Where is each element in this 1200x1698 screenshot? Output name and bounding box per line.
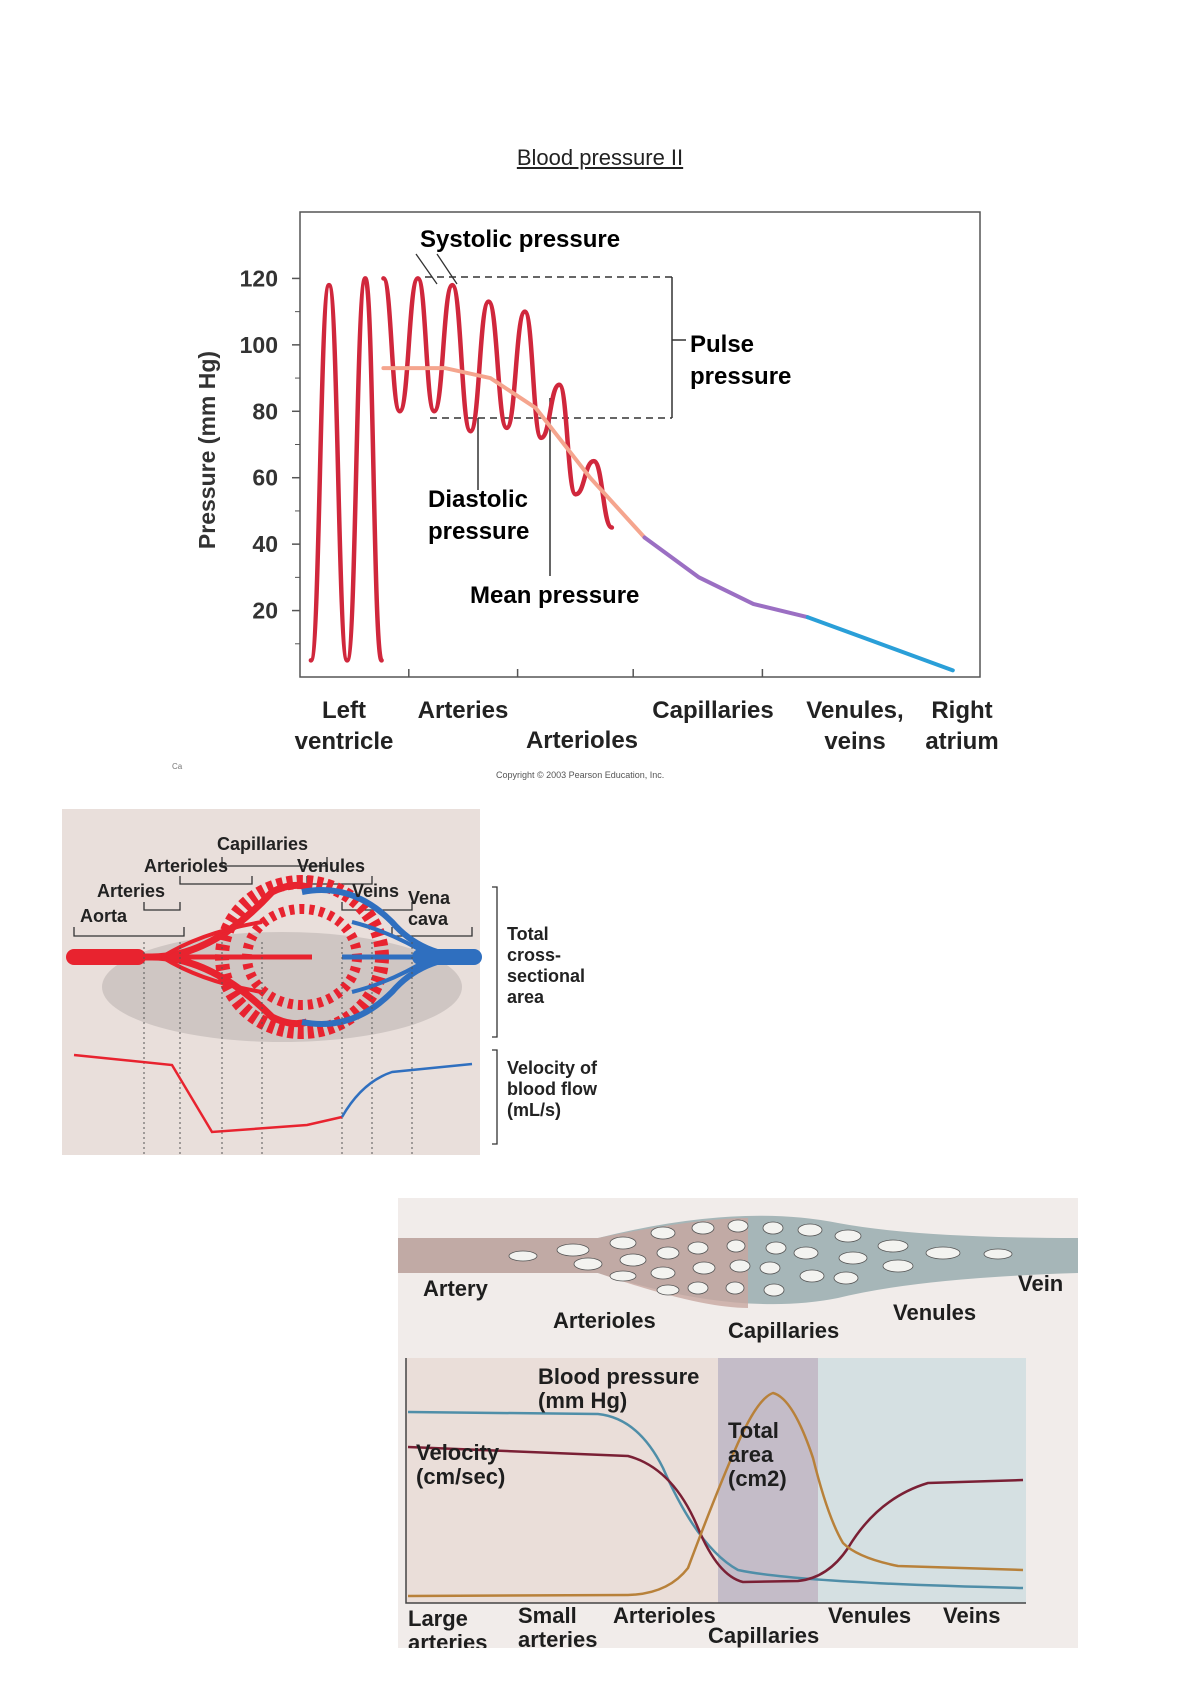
x-category-label: Arteries <box>418 697 509 724</box>
label-venules-top: Venules <box>893 1300 976 1325</box>
label-arterioles: Arterioles <box>144 856 228 876</box>
flow-comparison-chart: Artery Arterioles Capillaries Venules Ve… <box>398 1198 1078 1648</box>
label-total-area: Total cross- sectional area <box>507 924 590 1007</box>
copyright-note: Copyright © 2003 Pearson Education, Inc. <box>496 770 665 780</box>
label-artery: Artery <box>423 1276 489 1301</box>
series-velocity: Velocity (cm/sec) <box>416 1440 505 1489</box>
plot-frame <box>299 211 981 678</box>
velocity-curve <box>407 1445 1024 1584</box>
systolic-label: Systolic pressure <box>420 226 620 253</box>
mean-pressure-line <box>381 366 647 540</box>
x-category-label: Arterioles <box>526 727 638 754</box>
segment-brackets <box>73 857 498 1145</box>
fig3-category-label: Capillaries <box>708 1623 819 1648</box>
y-tick-label: 20 <box>252 598 278 624</box>
label-arterioles-top: Arterioles <box>553 1308 656 1333</box>
capillary-holes <box>508 1219 1013 1297</box>
y-axis-label: Pressure (mm Hg) <box>194 351 220 549</box>
label-venules: Venules <box>297 856 365 876</box>
series-blood-pressure: Blood pressure (mm Hg) <box>538 1364 706 1413</box>
fig3-category-label: Small arteries <box>518 1603 598 1648</box>
arterial-pressure-line <box>381 276 615 530</box>
figure-stub-text: Ca <box>172 762 183 771</box>
fig3-category-label: Veins <box>943 1603 1000 1628</box>
label-vena-cava: Vena cava <box>408 888 455 929</box>
capillary-zone <box>718 1358 818 1603</box>
fig3-category-label: Venules <box>828 1603 911 1628</box>
x-category-label: Right atrium <box>925 697 998 755</box>
y-tick-label: 60 <box>252 465 278 491</box>
velocity-curve-arterial <box>73 1053 343 1134</box>
x-category-label: Left ventricle <box>295 697 394 755</box>
label-velocity: Velocity of blood flow (mL/s) <box>507 1058 602 1120</box>
total-area-curve <box>407 1391 1024 1598</box>
x-category-label: Capillaries <box>652 697 773 724</box>
blood-pressure-curve <box>407 1410 1024 1590</box>
label-capillaries-top: Capillaries <box>728 1318 839 1343</box>
ventricle-pressure-line <box>308 276 384 663</box>
label-aorta: Aorta <box>80 906 128 926</box>
segment-dividers <box>143 942 413 1155</box>
fig3-category-label: Arterioles <box>613 1603 716 1628</box>
label-veins: Veins <box>352 881 399 901</box>
y-tick-label: 80 <box>252 398 278 424</box>
y-tick-label: 120 <box>240 265 278 291</box>
mean-label: Mean pressure <box>470 582 639 609</box>
x-category-label: Venules, veins <box>806 697 903 755</box>
pressure-chart: 120 100 80 60 40 20 Pressure (mm Hg) Systolic… <box>194 211 999 755</box>
velocity-curve-venous <box>340 1062 473 1118</box>
label-capillaries: Capillaries <box>217 834 308 854</box>
fig3-category-label: Large arteries <box>408 1606 488 1648</box>
diastolic-label: Diastolic pressure <box>428 486 535 545</box>
page-title: Blood pressure II <box>516 145 684 170</box>
capillary-pressure-line <box>642 535 810 620</box>
y-tick-label: 40 <box>252 531 278 557</box>
label-arteries: Arteries <box>97 881 165 901</box>
series-total-area: Total area (cm2) <box>728 1418 787 1491</box>
y-tick-label: 100 <box>240 332 278 358</box>
pulse-label: Pulse pressure <box>690 331 791 390</box>
venous-pressure-line <box>805 615 955 673</box>
label-vein: Vein <box>1018 1271 1063 1296</box>
vessel-diagram: Capillaries Arterioles Venules Arteries … <box>62 809 602 1155</box>
